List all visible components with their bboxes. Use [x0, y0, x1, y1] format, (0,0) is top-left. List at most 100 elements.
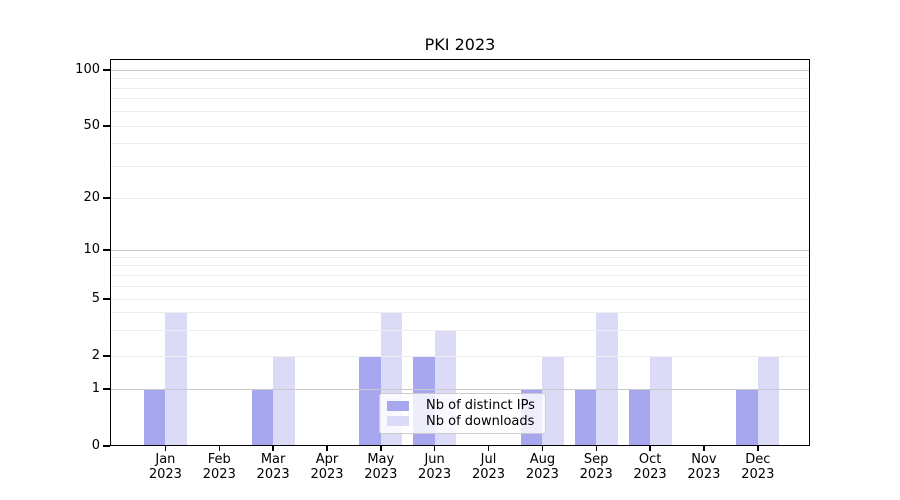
- x-tick-year: 2023: [418, 467, 452, 482]
- x-tick-year: 2023: [310, 467, 344, 482]
- x-tick-month: Aug: [529, 452, 556, 467]
- bar-downloads-aug: [542, 356, 564, 446]
- x-tick-label-jan: Jan 2023: [133, 452, 197, 482]
- x-tick-mark-sep: [595, 446, 597, 451]
- x-tick-mark-dec: [757, 446, 759, 451]
- x-tick-label-jun: Jun 2023: [403, 452, 467, 482]
- x-tick-year: 2023: [633, 467, 667, 482]
- gridline-50: [111, 125, 809, 127]
- gridline-6: [111, 285, 809, 287]
- y-tick-label-5: 5: [91, 291, 100, 306]
- bar-downloads-dec: [757, 356, 780, 446]
- x-tick-month: Jan: [155, 452, 176, 467]
- bar-distinct-ips-oct: [628, 389, 651, 446]
- bar-downloads-oct: [650, 356, 672, 446]
- x-tick-label-feb: Feb 2023: [187, 452, 251, 482]
- x-tick-month: Nov: [691, 452, 717, 467]
- gridline-100: [111, 69, 809, 71]
- x-tick-label-nov: Nov 2023: [672, 452, 736, 482]
- x-tick-year: 2023: [687, 467, 721, 482]
- gridline-4: [111, 312, 809, 314]
- x-tick-month: Jun: [424, 452, 445, 467]
- gridline-1: [111, 388, 809, 390]
- x-tick-mark-feb: [218, 446, 220, 451]
- gridline-2: [111, 355, 809, 357]
- x-tick-year: 2023: [364, 467, 398, 482]
- x-tick-year: 2023: [471, 467, 506, 482]
- gridline-80: [111, 87, 809, 89]
- x-tick-label-aug: Aug 2023: [510, 452, 574, 482]
- gridline-5: [111, 298, 809, 300]
- x-tick-year: 2023: [256, 467, 290, 482]
- bar-downloads-sep: [596, 312, 618, 446]
- gridline-90: [111, 78, 809, 79]
- gridline-70: [111, 98, 809, 100]
- x-tick-year: 2023: [741, 467, 775, 482]
- x-tick-mark-jul: [487, 446, 490, 451]
- bar-distinct-ips-may: [359, 356, 381, 446]
- legend-label-distinct-ips: Nb of distinct IPs: [426, 398, 535, 414]
- x-tick-month: Dec: [745, 452, 771, 467]
- legend-item-downloads: Nb of downloads: [387, 414, 537, 429]
- x-tick-label-sep: Sep 2023: [564, 452, 628, 482]
- bar-downloads-jan: [165, 312, 187, 446]
- y-tick-label-0: 0: [91, 438, 100, 453]
- gridline-8: [111, 265, 809, 267]
- x-tick-month: Mar: [260, 452, 286, 467]
- bar-distinct-ips-dec: [736, 389, 758, 446]
- y-tick-mark-10: [103, 249, 110, 251]
- x-tick-mark-jan: [164, 446, 167, 451]
- gridline-9: [111, 256, 809, 258]
- x-tick-label-jul: Jul 2023: [457, 452, 521, 482]
- gridline-40: [111, 143, 809, 144]
- gridline-20: [111, 197, 809, 199]
- chart-title: PKI 2023: [424, 35, 496, 54]
- y-tick-label-50: 50: [83, 118, 100, 133]
- y-tick-label-20: 20: [83, 190, 100, 205]
- x-tick-month: Sep: [583, 452, 609, 467]
- x-tick-year: 2023: [579, 467, 613, 482]
- y-tick-label-100: 100: [75, 62, 100, 77]
- y-tick-mark-50: [103, 125, 110, 127]
- legend-swatch-downloads: [387, 416, 409, 427]
- legend: Nb of distinct IPs Nb of downloads: [379, 393, 546, 434]
- y-tick-mark-20: [103, 197, 110, 199]
- y-tick-mark-1: [103, 388, 110, 390]
- x-tick-month: Feb: [207, 452, 231, 467]
- x-tick-mark-apr: [326, 446, 328, 451]
- legend-label-downloads: Nb of downloads: [426, 413, 535, 429]
- x-tick-month: Oct: [638, 452, 662, 467]
- gridline-7: [111, 274, 809, 276]
- bar-distinct-ips-sep: [574, 389, 597, 446]
- y-tick-mark-5: [103, 298, 110, 300]
- x-tick-mark-nov: [703, 446, 705, 451]
- legend-item-distinct-ips: Nb of distinct IPs: [387, 398, 537, 413]
- y-tick-label-2: 2: [91, 348, 100, 363]
- x-tick-mark-aug: [541, 446, 544, 451]
- x-tick-year: 2023: [148, 467, 182, 482]
- x-tick-month: Jul: [480, 452, 497, 467]
- x-tick-mark-may: [380, 446, 382, 451]
- x-tick-year: 2023: [202, 467, 236, 482]
- y-tick-mark-2: [103, 355, 110, 357]
- x-tick-mark-mar: [272, 446, 274, 451]
- y-tick-label-1: 1: [91, 381, 100, 396]
- y-tick-label-10: 10: [83, 242, 100, 257]
- x-tick-month: May: [367, 452, 395, 467]
- x-tick-month: Apr: [315, 452, 339, 467]
- x-tick-mark-oct: [649, 446, 651, 451]
- legend-swatch-distinct-ips: [387, 400, 409, 411]
- gridline-30: [111, 165, 809, 167]
- gridline-3: [111, 330, 809, 332]
- x-tick-label-may: May 2023: [349, 452, 413, 482]
- x-tick-year: 2023: [525, 467, 559, 482]
- gridline-60: [111, 110, 809, 112]
- gridline-10: [111, 249, 809, 251]
- y-tick-mark-0: [103, 445, 110, 447]
- x-tick-label-dec: Dec 2023: [726, 452, 790, 482]
- bar-distinct-ips-jan: [143, 389, 166, 446]
- x-tick-label-apr: Apr 2023: [295, 452, 359, 482]
- bar-distinct-ips-mar: [251, 389, 274, 446]
- x-tick-mark-jun: [433, 446, 436, 451]
